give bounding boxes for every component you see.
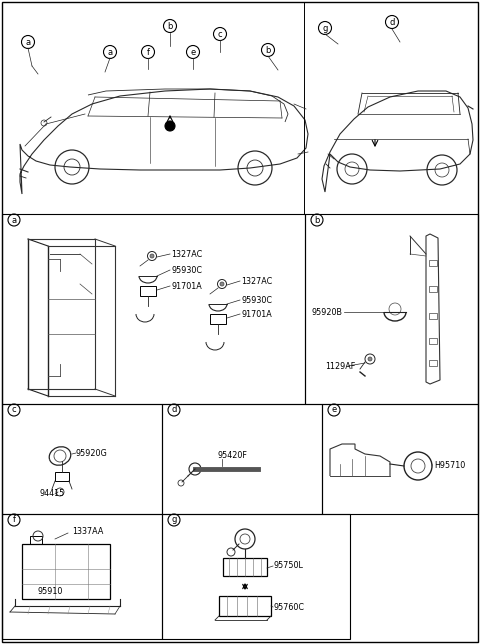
Text: e: e: [191, 48, 196, 57]
Circle shape: [150, 254, 154, 258]
Text: 95910: 95910: [38, 587, 63, 596]
Bar: [429, 338, 437, 344]
Text: 95920B: 95920B: [312, 307, 343, 316]
Text: g: g: [322, 23, 328, 32]
Text: 1337AA: 1337AA: [72, 527, 103, 536]
Bar: [219, 596, 271, 616]
Text: 1129AF: 1129AF: [325, 361, 355, 370]
Bar: [210, 314, 226, 324]
Text: d: d: [171, 406, 177, 415]
Text: 95930C: 95930C: [171, 265, 202, 274]
Bar: [2, 214, 305, 404]
Text: f: f: [12, 515, 15, 524]
Text: b: b: [168, 21, 173, 30]
Text: e: e: [331, 406, 336, 415]
Bar: [322, 404, 478, 514]
Text: b: b: [265, 46, 271, 55]
Bar: [2, 404, 162, 514]
Bar: [30, 536, 42, 544]
Text: 95760C: 95760C: [273, 603, 304, 612]
Text: f: f: [146, 48, 149, 57]
Text: d: d: [389, 17, 395, 26]
Text: 95920G: 95920G: [76, 448, 108, 457]
Text: 1327AC: 1327AC: [241, 276, 272, 285]
Text: a: a: [25, 37, 31, 46]
Bar: [162, 404, 322, 514]
Bar: [429, 360, 437, 366]
Bar: [55, 472, 69, 481]
Text: 91701A: 91701A: [171, 281, 202, 290]
Bar: [140, 286, 156, 296]
Text: c: c: [12, 406, 16, 415]
Circle shape: [368, 357, 372, 361]
Text: b: b: [314, 216, 320, 225]
Bar: [162, 514, 350, 639]
Bar: [2, 514, 162, 639]
Text: 95420F: 95420F: [218, 451, 248, 460]
Text: 95930C: 95930C: [241, 296, 272, 305]
Text: a: a: [108, 48, 113, 57]
Bar: [429, 260, 437, 266]
Text: g: g: [171, 515, 177, 524]
Bar: [223, 558, 267, 576]
Bar: [429, 313, 437, 319]
Text: H95710: H95710: [434, 462, 465, 471]
Text: a: a: [12, 216, 17, 225]
Bar: [429, 286, 437, 292]
Text: 1327AC: 1327AC: [171, 249, 202, 258]
Text: 91701A: 91701A: [241, 310, 272, 319]
Text: 95750L: 95750L: [273, 562, 303, 571]
Circle shape: [165, 121, 175, 131]
Text: 94415: 94415: [40, 489, 65, 498]
Text: c: c: [218, 30, 222, 39]
Bar: [22, 544, 110, 599]
Bar: [305, 214, 478, 404]
Circle shape: [220, 282, 224, 286]
